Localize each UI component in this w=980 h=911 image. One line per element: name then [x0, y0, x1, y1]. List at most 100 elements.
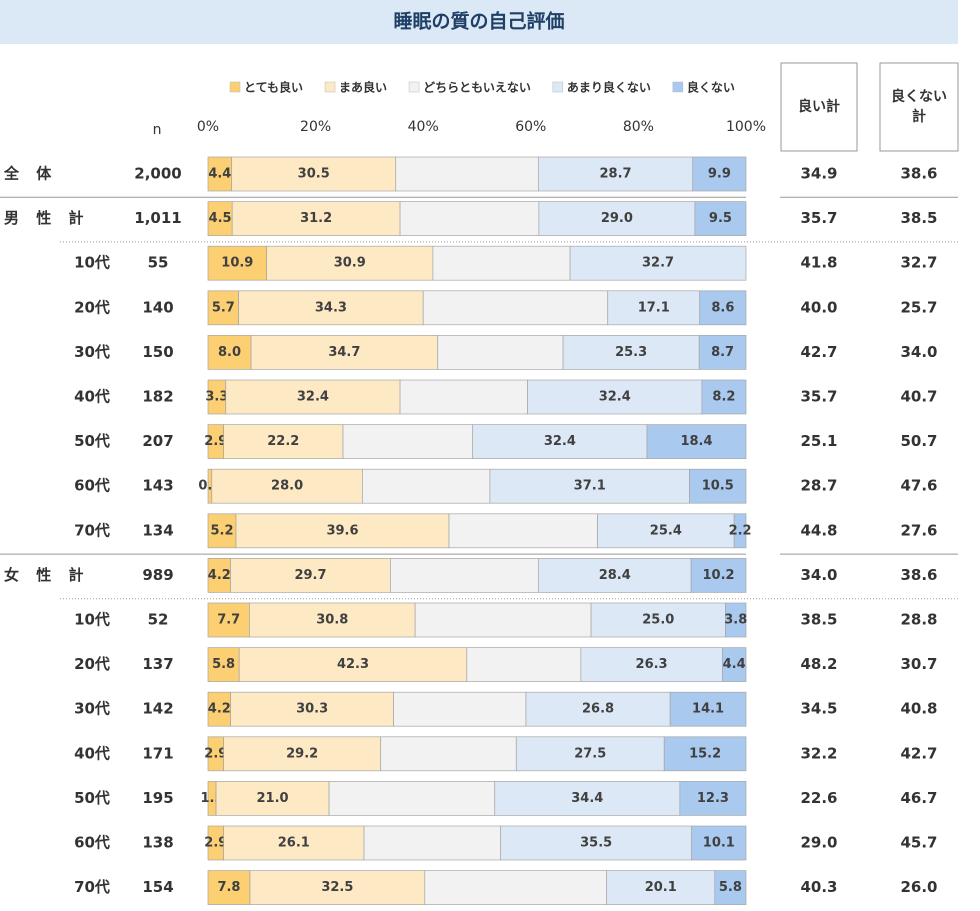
chart-title: 睡眠の質の自己評価 — [393, 10, 564, 33]
bar-segment — [393, 691, 527, 727]
good-total: 44.8 — [800, 521, 837, 539]
bar-segment — [363, 825, 502, 861]
bar-label: 5.8 — [212, 657, 235, 672]
bar-segment — [238, 290, 424, 326]
bar-segment — [399, 379, 528, 415]
bar-segment — [328, 781, 496, 816]
bar-label: 9.9 — [708, 167, 731, 182]
group-label: 女 性 計 — [4, 566, 89, 584]
age-label: 50代 — [74, 789, 110, 807]
bad-total: 38.6 — [900, 165, 937, 183]
bar-segment — [231, 156, 397, 192]
bar-label: 14.1 — [692, 702, 724, 717]
bad-total: 38.5 — [900, 209, 937, 227]
n-value: 182 — [142, 388, 173, 406]
bar-label: 42.3 — [337, 657, 369, 672]
n-value: 138 — [142, 834, 173, 852]
bar-label: 7.8 — [217, 880, 240, 895]
bad-total: 47.6 — [900, 477, 937, 495]
bad-total: 28.8 — [900, 611, 937, 629]
bar-label: 30.8 — [316, 613, 348, 628]
bar-label: 5.8 — [719, 880, 742, 895]
bar-segment — [500, 825, 693, 861]
bar-label: 22.2 — [267, 434, 299, 449]
bar-label: 25.0 — [642, 613, 674, 628]
bar-segment — [225, 379, 401, 415]
x-tick-label: 0% — [197, 119, 219, 135]
bar-label: 20.1 — [645, 880, 677, 895]
good-total: 35.7 — [800, 209, 837, 227]
group-label: 全 体 — [3, 165, 57, 183]
good-total: 34.0 — [800, 566, 837, 584]
bar-label: 34.3 — [315, 300, 347, 315]
header-box — [879, 62, 959, 152]
bar-segment — [390, 558, 539, 593]
legend-label: とても良い — [244, 80, 303, 95]
age-label: 50代 — [74, 432, 110, 450]
bad-total: 40.7 — [900, 388, 937, 406]
bar-segment — [249, 602, 416, 638]
bar-segment — [721, 647, 747, 682]
good-total: 29.0 — [800, 834, 837, 852]
bar-label: 3.8 — [724, 613, 747, 628]
bar-label: 8.6 — [711, 300, 734, 315]
n-value: 989 — [142, 566, 173, 584]
title-bar — [0, 0, 958, 44]
bar-segment — [266, 245, 434, 281]
age-label: 30代 — [74, 700, 110, 718]
n-value: 150 — [142, 343, 173, 361]
bar-segment — [698, 335, 747, 370]
bad-total: 27.6 — [900, 521, 937, 539]
bar-label: 5.2 — [210, 523, 233, 538]
age-label: 70代 — [74, 521, 110, 539]
bar-segment — [466, 647, 582, 682]
n-value: 142 — [142, 700, 173, 718]
bar-segment — [692, 156, 747, 192]
bar-segment — [537, 558, 692, 593]
bar-label: 29.7 — [294, 568, 326, 583]
bar-segment — [223, 424, 344, 459]
bar-label: 32.7 — [642, 256, 674, 271]
n-value: 171 — [142, 744, 173, 762]
bar-segment — [725, 602, 747, 638]
bar-segment — [207, 870, 251, 905]
legend-swatch — [552, 81, 564, 93]
good-total: 40.3 — [800, 878, 837, 896]
good-total: 40.0 — [800, 298, 837, 316]
bar-segment — [537, 156, 694, 192]
legend-swatch — [324, 81, 336, 93]
bar-segment — [380, 736, 517, 772]
good-total: 41.8 — [800, 254, 837, 272]
n-value: 2,000 — [134, 165, 181, 183]
bar-label: 10.2 — [703, 568, 735, 583]
bar-segment — [207, 513, 237, 549]
bar-segment — [701, 379, 747, 415]
bar-label: 4.2 — [208, 702, 231, 717]
bar-label: 39.6 — [326, 523, 358, 538]
bar-label: 28.7 — [599, 167, 631, 182]
bad-total: 42.7 — [900, 744, 937, 762]
bar-segment — [211, 468, 363, 504]
bar-label: 29.0 — [601, 211, 633, 226]
good-total: 34.5 — [800, 700, 837, 718]
bar-segment — [590, 602, 726, 638]
bar-label: 17.1 — [638, 300, 670, 315]
group-label: 男 性 計 — [4, 209, 89, 227]
n-value: 195 — [142, 789, 173, 807]
bar-label: 4.5 — [209, 211, 232, 226]
bar-label: 26.3 — [636, 657, 668, 672]
bar-segment — [489, 468, 690, 504]
legend-label: あまり良くない — [567, 80, 651, 95]
bar-label: 34.7 — [328, 345, 360, 360]
bar-label: 30.9 — [334, 256, 366, 271]
x-tick-label: 20% — [300, 119, 331, 135]
bar-label: 8.2 — [712, 390, 735, 405]
bar-label: 2.2 — [729, 523, 752, 538]
n-header: n — [153, 122, 162, 138]
bar-segment — [207, 290, 240, 326]
age-label: 70代 — [74, 878, 110, 896]
bar-label: 4.4 — [208, 167, 231, 182]
bad-total-header: 良くない計 — [891, 89, 947, 125]
age-label: 40代 — [74, 388, 110, 406]
